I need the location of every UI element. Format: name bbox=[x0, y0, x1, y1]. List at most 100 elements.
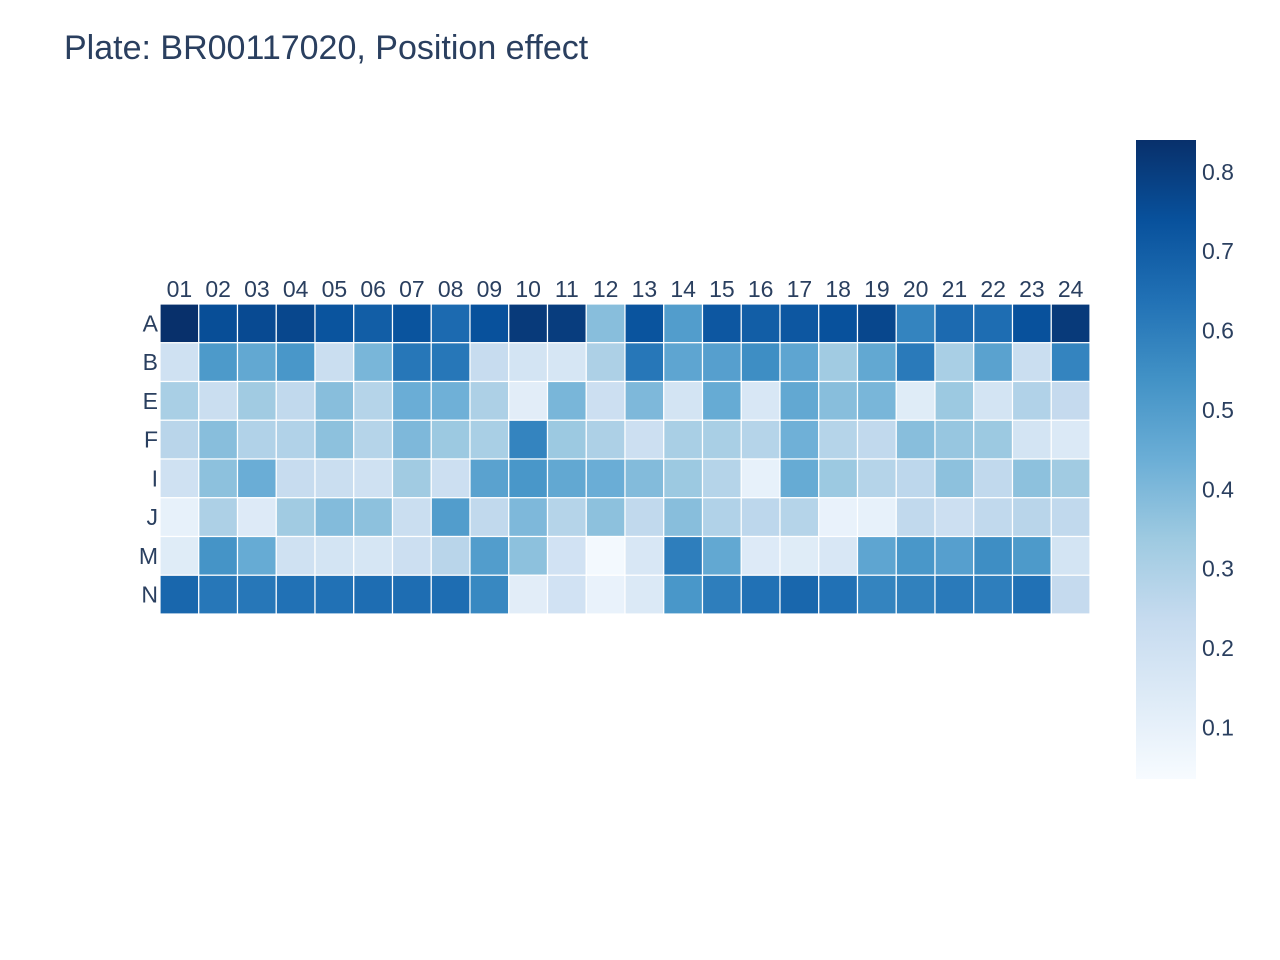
x-tick-label: 15 bbox=[709, 276, 735, 302]
colorbar-tick-label: 0.4 bbox=[1202, 476, 1234, 502]
heatmap-cell-I14 bbox=[663, 458, 704, 499]
heatmap-cell-J20 bbox=[895, 497, 936, 538]
x-tick-label: 01 bbox=[167, 276, 193, 302]
x-tick-label: 20 bbox=[903, 276, 929, 302]
x-tick-label: 10 bbox=[515, 276, 541, 302]
heatmap-cell-N13 bbox=[624, 574, 665, 615]
heatmap-cell-J03 bbox=[236, 497, 277, 538]
heatmap-cell-I24 bbox=[1050, 458, 1091, 499]
heatmap-cell-M19 bbox=[856, 535, 897, 576]
heatmap-cell-J01 bbox=[159, 497, 200, 538]
colorbar-tick-label: 0.5 bbox=[1202, 397, 1234, 423]
heatmap-cell-A01 bbox=[159, 303, 200, 344]
heatmap-cell-N20 bbox=[895, 574, 936, 615]
heatmap-cell-B12 bbox=[585, 342, 626, 383]
heatmap-cell-A10 bbox=[508, 303, 549, 344]
heatmap-cell-B16 bbox=[740, 342, 781, 383]
heatmap-cell-E09 bbox=[469, 380, 510, 421]
x-tick-label: 18 bbox=[825, 276, 851, 302]
heatmap-cell-A16 bbox=[740, 303, 781, 344]
x-tick-label: 09 bbox=[477, 276, 503, 302]
heatmap-cell-I20 bbox=[895, 458, 936, 499]
heatmap-cell-A19 bbox=[856, 303, 897, 344]
colorbar-tick-label: 0.1 bbox=[1202, 714, 1234, 740]
heatmap-cell-B05 bbox=[314, 342, 355, 383]
y-tick-label: A bbox=[143, 310, 159, 336]
heatmap-cell-F04 bbox=[275, 419, 316, 460]
heatmap-cell-B23 bbox=[1011, 342, 1052, 383]
x-tick-label: 19 bbox=[864, 276, 890, 302]
heatmap-cell-N17 bbox=[779, 574, 820, 615]
heatmap-cell-A03 bbox=[236, 303, 277, 344]
heatmap-cell-A23 bbox=[1011, 303, 1052, 344]
heatmap-cell-N16 bbox=[740, 574, 781, 615]
heatmap-cell-M08 bbox=[430, 535, 471, 576]
heatmap-cell-M17 bbox=[779, 535, 820, 576]
x-tick-label: 07 bbox=[399, 276, 425, 302]
heatmap-cell-B18 bbox=[818, 342, 859, 383]
heatmap-cell-B11 bbox=[546, 342, 587, 383]
heatmap-cell-I21 bbox=[934, 458, 975, 499]
heatmap-cell-I19 bbox=[856, 458, 897, 499]
heatmap-cell-J19 bbox=[856, 497, 897, 538]
heatmap-cell-J04 bbox=[275, 497, 316, 538]
heatmap-cell-A21 bbox=[934, 303, 975, 344]
heatmap-cell-E21 bbox=[934, 380, 975, 421]
heatmap-cell-I22 bbox=[973, 458, 1014, 499]
heatmap-cell-M05 bbox=[314, 535, 355, 576]
chart-title: Plate: BR00117020, Position effect bbox=[64, 29, 589, 67]
heatmap-cell-F07 bbox=[391, 419, 432, 460]
heatmap-cell-E05 bbox=[314, 380, 355, 421]
heatmap-cell-B10 bbox=[508, 342, 549, 383]
colorbar-tick-label: 0.8 bbox=[1202, 159, 1234, 185]
heatmap-cell-A05 bbox=[314, 303, 355, 344]
heatmap-cell-N14 bbox=[663, 574, 704, 615]
colorbar-tick-label: 0.2 bbox=[1202, 635, 1234, 661]
heatmap-cell-F08 bbox=[430, 419, 471, 460]
heatmap-cell-E06 bbox=[353, 380, 394, 421]
heatmap-cell-N03 bbox=[236, 574, 277, 615]
heatmap-cell-A15 bbox=[701, 303, 742, 344]
heatmap-cell-B21 bbox=[934, 342, 975, 383]
heatmap-cell-J17 bbox=[779, 497, 820, 538]
heatmap-cell-F06 bbox=[353, 419, 394, 460]
heatmap-cell-A22 bbox=[973, 303, 1014, 344]
y-tick-label: I bbox=[152, 465, 158, 491]
colorbar: 0.1 0.2 0.3 0.4 0.5 0.6 0.7 0.8 bbox=[1136, 140, 1234, 779]
heatmap-cell-E17 bbox=[779, 380, 820, 421]
heatmap-cell-E10 bbox=[508, 380, 549, 421]
heatmap-cell-M09 bbox=[469, 535, 510, 576]
heatmap-cell-M16 bbox=[740, 535, 781, 576]
heatmap-cell-I13 bbox=[624, 458, 665, 499]
x-tick-label: 04 bbox=[283, 276, 309, 302]
heatmap-cell-J16 bbox=[740, 497, 781, 538]
heatmap-cell-B20 bbox=[895, 342, 936, 383]
heatmap-cell-I06 bbox=[353, 458, 394, 499]
heatmap-cell-F09 bbox=[469, 419, 510, 460]
heatmap-cell-N23 bbox=[1011, 574, 1052, 615]
heatmap-cell-E15 bbox=[701, 380, 742, 421]
heatmap-cell-N19 bbox=[856, 574, 897, 615]
x-tick-label: 03 bbox=[244, 276, 270, 302]
heatmap-cell-A07 bbox=[391, 303, 432, 344]
heatmap-cell-I01 bbox=[159, 458, 200, 499]
heatmap-cell-N02 bbox=[198, 574, 239, 615]
heatmap-cell-J14 bbox=[663, 497, 704, 538]
heatmap-cell-E08 bbox=[430, 380, 471, 421]
heatmap-cell-J11 bbox=[546, 497, 587, 538]
heatmap-cell-I16 bbox=[740, 458, 781, 499]
heatmap-cell-J21 bbox=[934, 497, 975, 538]
heatmap-cell-M06 bbox=[353, 535, 394, 576]
x-tick-label: 06 bbox=[360, 276, 386, 302]
heatmap-cells bbox=[159, 303, 1091, 615]
heatmap-cell-B24 bbox=[1050, 342, 1091, 383]
heatmap-cell-J05 bbox=[314, 497, 355, 538]
heatmap-cell-E16 bbox=[740, 380, 781, 421]
heatmap-cell-N11 bbox=[546, 574, 587, 615]
heatmap-cell-I09 bbox=[469, 458, 510, 499]
heatmap-cell-E18 bbox=[818, 380, 859, 421]
colorbar-tick-label: 0.7 bbox=[1202, 238, 1234, 264]
y-tick-label: J bbox=[147, 504, 159, 530]
heatmap-cell-M22 bbox=[973, 535, 1014, 576]
